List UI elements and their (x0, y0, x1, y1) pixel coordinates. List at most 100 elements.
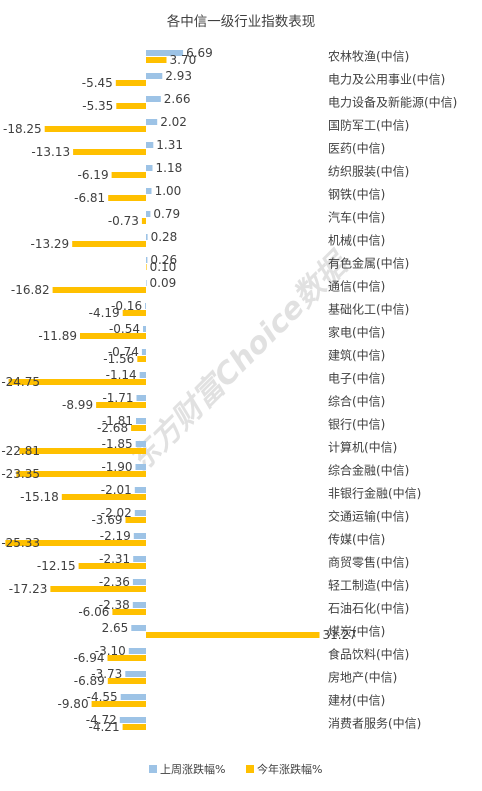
legend: 上周涨跌幅% 今年涨跌幅% (149, 762, 322, 776)
category-label: 国防军工(中信) (328, 118, 409, 133)
value-label-ytd: -13.13 (31, 145, 70, 159)
value-label-last-week: -3.73 (91, 667, 122, 681)
value-label-ytd: -15.18 (20, 490, 59, 504)
value-label-last-week: -0.74 (108, 345, 139, 359)
bar-last-week (133, 556, 146, 562)
legend-swatch-ytd (246, 765, 254, 773)
bar-ytd (131, 425, 146, 431)
category-label: 银行(中信) (328, 417, 385, 432)
bar-last-week (146, 73, 163, 79)
category-label: 房地产(中信) (328, 670, 397, 685)
bar-ytd (111, 172, 146, 178)
bar-ytd (141, 218, 146, 224)
category-label: 汽车(中信) (328, 210, 385, 225)
value-label-ytd: -8.99 (62, 398, 93, 412)
category-label: 建材(中信) (328, 693, 385, 708)
category-label: 电子(中信) (328, 371, 385, 386)
bar-ytd (72, 241, 146, 247)
value-label-last-week: 1.18 (156, 161, 183, 175)
category-label: 医药(中信) (328, 141, 385, 156)
value-label-last-week: 1.31 (156, 138, 183, 152)
bar-ytd (52, 287, 146, 293)
category-label: 综合金融(中信) (328, 463, 409, 478)
value-label-ytd: -4.19 (89, 306, 120, 320)
bar-ytd (116, 103, 146, 109)
value-labels-layer: 6.693.70 2.93 -5.45 2.66 -5.35 2.02 -18.25 1.31… (1, 46, 357, 734)
bar-ytd (146, 57, 167, 63)
value-label-ytd: 3.70 (170, 53, 197, 67)
value-label-ytd: -6.89 (74, 674, 105, 688)
bar-ytd (122, 724, 146, 730)
bar-last-week (135, 464, 146, 470)
value-label-ytd: -13.29 (31, 237, 70, 251)
category-label: 石油石化(中信) (328, 601, 409, 616)
category-label: 电力设备及新能源(中信) (328, 95, 457, 110)
bar-ytd (16, 471, 147, 477)
bar-ytd (112, 609, 146, 615)
value-label-ytd: -22.81 (1, 444, 40, 458)
bar-last-week (146, 165, 153, 171)
category-label: 电力及公用事业(中信) (328, 72, 445, 87)
value-label-last-week: 0.28 (151, 230, 178, 244)
category-label: 交通运输(中信) (328, 509, 409, 524)
bar-ytd (80, 333, 146, 339)
value-label-ytd: -23.35 (1, 467, 40, 481)
value-label-ytd: -6.81 (74, 191, 105, 205)
bar-last-week (128, 648, 146, 654)
category-label: 综合(中信) (328, 394, 385, 409)
bar-ytd (73, 149, 146, 155)
bar-last-week (146, 119, 158, 125)
value-label-last-week: -1.71 (102, 391, 133, 405)
bar-last-week (134, 510, 146, 516)
bar-ytd (8, 379, 146, 385)
value-label-last-week: -2.31 (99, 552, 130, 566)
value-label-last-week: 2.65 (102, 621, 129, 635)
value-label-ytd: -24.75 (1, 375, 40, 389)
value-label-last-week: 0.09 (150, 276, 177, 290)
value-label-ytd: -18.25 (3, 122, 42, 136)
bar-last-week (125, 671, 146, 677)
value-label-ytd: -0.73 (108, 214, 139, 228)
bar-last-week (139, 372, 146, 378)
value-label-last-week: 1.00 (155, 184, 182, 198)
value-label-ytd: -2.68 (97, 421, 128, 435)
bar-last-week (146, 211, 151, 217)
bar-last-week (141, 349, 146, 355)
legend-label-ytd: 今年涨跌幅% (257, 762, 322, 776)
value-label-last-week: -1.81 (102, 414, 133, 428)
bar-ytd (61, 494, 146, 500)
bar-ytd (19, 448, 146, 454)
value-label-last-week: 0.79 (153, 207, 180, 221)
category-label: 机械(中信) (328, 233, 385, 248)
bar-ytd (115, 80, 146, 86)
bar-last-week (136, 418, 146, 424)
bar-ytd (146, 632, 320, 638)
value-label-ytd: -16.82 (11, 283, 50, 297)
bar-last-week (132, 602, 146, 608)
bar-ytd (107, 678, 146, 684)
bar-ytd (78, 563, 146, 569)
value-label-ytd: -6.19 (78, 168, 109, 182)
value-label-ytd: -17.23 (9, 582, 48, 596)
value-label-last-week: -2.01 (101, 483, 132, 497)
bar-last-week (146, 257, 148, 263)
bar-last-week (146, 142, 154, 148)
value-label-last-week: -4.55 (87, 690, 118, 704)
value-label-last-week: 2.93 (165, 69, 192, 83)
bar-ytd (96, 402, 146, 408)
category-label: 非银行金融(中信) (328, 486, 421, 501)
bar-last-week (131, 625, 146, 631)
value-label-ytd: -6.94 (73, 651, 104, 665)
bar-last-week (135, 441, 146, 447)
category-label: 基础化工(中信) (328, 302, 409, 317)
value-label-last-week: -2.02 (101, 506, 132, 520)
bar-last-week (146, 188, 152, 194)
category-label: 商贸零售(中信) (328, 555, 409, 570)
value-label-last-week: -2.36 (99, 575, 130, 589)
bar-ytd (125, 517, 146, 523)
bar-last-week (132, 579, 146, 585)
value-label-ytd: -25.33 (1, 536, 40, 550)
value-label-ytd: -5.35 (82, 99, 113, 113)
